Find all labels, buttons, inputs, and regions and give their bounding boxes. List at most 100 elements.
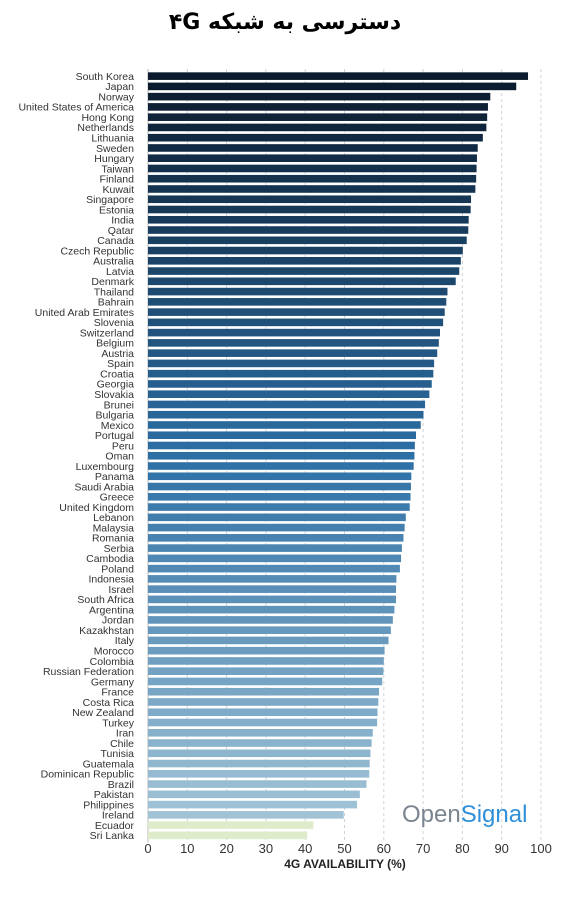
category-label: Hong Kong: [81, 112, 134, 124]
bar: [148, 811, 344, 819]
category-label: New Zealand: [72, 707, 134, 719]
bars: [148, 72, 529, 840]
bar: [148, 646, 385, 655]
category-label: Panama: [95, 471, 134, 483]
category-label: Lebanon: [93, 512, 134, 524]
bar: [148, 431, 417, 440]
category-label: Latvia: [106, 266, 134, 278]
x-tick-label: 60: [377, 841, 391, 856]
category-label: Russian Federation: [43, 666, 134, 678]
bar: [148, 616, 393, 624]
opensignal-logo: OpenSignal: [402, 801, 527, 828]
x-tick-label: 90: [494, 841, 508, 856]
category-label: Taiwan: [101, 163, 134, 175]
category-label: Luxembourg: [76, 461, 135, 473]
category-label: Argentina: [89, 604, 134, 616]
x-tick-label: 80: [455, 841, 469, 856]
category-label: Brazil: [108, 779, 134, 791]
bar: [148, 790, 360, 799]
bar: [148, 400, 426, 409]
bar: [148, 503, 410, 511]
x-tick-label: 20: [219, 841, 233, 856]
category-label: United States of America: [18, 102, 134, 114]
bar: [148, 205, 471, 214]
logo-part-open: Open: [402, 801, 461, 828]
bar: [148, 421, 421, 429]
bar: [148, 626, 391, 634]
bar: [148, 318, 444, 327]
category-label: Tunisia: [101, 748, 135, 760]
category-label: Austria: [101, 348, 134, 360]
page-title: دسترسی به شبکه ۴G: [168, 10, 402, 35]
category-label: Norway: [98, 91, 134, 103]
bar: [148, 174, 477, 183]
category-label: Saudi Arabia: [74, 481, 134, 493]
category-label: Israel: [108, 584, 134, 596]
category-label: Indonesia: [88, 574, 134, 586]
category-label: Thailand: [94, 286, 134, 298]
bar: [148, 308, 445, 316]
category-label: Czech Republic: [60, 245, 134, 257]
category-label: Dominican Republic: [41, 769, 134, 781]
x-tick-label: 10: [180, 841, 194, 856]
bar: [148, 246, 463, 255]
x-tick-label: 50: [337, 841, 351, 856]
bar: [148, 369, 434, 378]
bar: [148, 298, 447, 306]
bar: [148, 718, 378, 727]
bar: [148, 410, 424, 419]
category-label: Brunei: [104, 399, 134, 411]
category-label: United Kingdom: [59, 502, 134, 514]
bar: [148, 441, 415, 450]
bar: [148, 236, 467, 245]
bar: [148, 328, 440, 337]
bar: [148, 728, 373, 737]
bar: [148, 277, 456, 286]
bar: [148, 339, 439, 347]
bar: [148, 657, 384, 665]
category-label: Guatemala: [83, 758, 135, 770]
bar: [148, 287, 448, 296]
category-label: Finland: [100, 174, 135, 186]
bar: [148, 605, 395, 614]
bar: [148, 113, 488, 121]
category-label: India: [111, 215, 134, 227]
bar: [148, 123, 487, 132]
bar: [148, 636, 389, 645]
category-label: Germany: [91, 676, 135, 688]
bar: [148, 185, 476, 193]
category-label: Slovakia: [94, 389, 134, 401]
bar: [148, 133, 483, 142]
category-label: Switzerland: [80, 327, 134, 339]
category-label: Greece: [100, 492, 135, 504]
category-label: Singapore: [86, 194, 134, 206]
category-label: Bahrain: [98, 297, 134, 309]
category-label: Portugal: [95, 430, 134, 442]
category-label: Romania: [92, 533, 134, 545]
category-label: Poland: [101, 563, 134, 575]
category-label: Qatar: [108, 225, 135, 237]
bar: [148, 698, 379, 706]
logo-part-signal: Signal: [461, 801, 528, 828]
category-label: South Africa: [77, 594, 134, 606]
x-tick-label: 30: [259, 841, 273, 856]
x-tick-label: 100: [530, 841, 552, 856]
bar: [148, 687, 380, 696]
category-label: Sweden: [96, 143, 134, 155]
category-label: Ireland: [102, 810, 134, 822]
category-label: Morocco: [94, 645, 134, 657]
bar: [148, 708, 378, 717]
category-label: Iran: [116, 728, 134, 740]
category-label: France: [101, 687, 134, 699]
bar: [148, 554, 402, 563]
bar: [148, 164, 477, 173]
bar: [148, 215, 469, 224]
category-label: Colombia: [90, 656, 135, 668]
category-label: Belgium: [96, 338, 134, 350]
category-label: Slovenia: [94, 317, 134, 329]
bar: [148, 759, 370, 768]
category-label: Chile: [110, 738, 134, 750]
category-label: Canada: [97, 235, 134, 247]
x-tick-labels: 0 10 20 30 40 50 60 70 80 90 100: [144, 841, 551, 856]
